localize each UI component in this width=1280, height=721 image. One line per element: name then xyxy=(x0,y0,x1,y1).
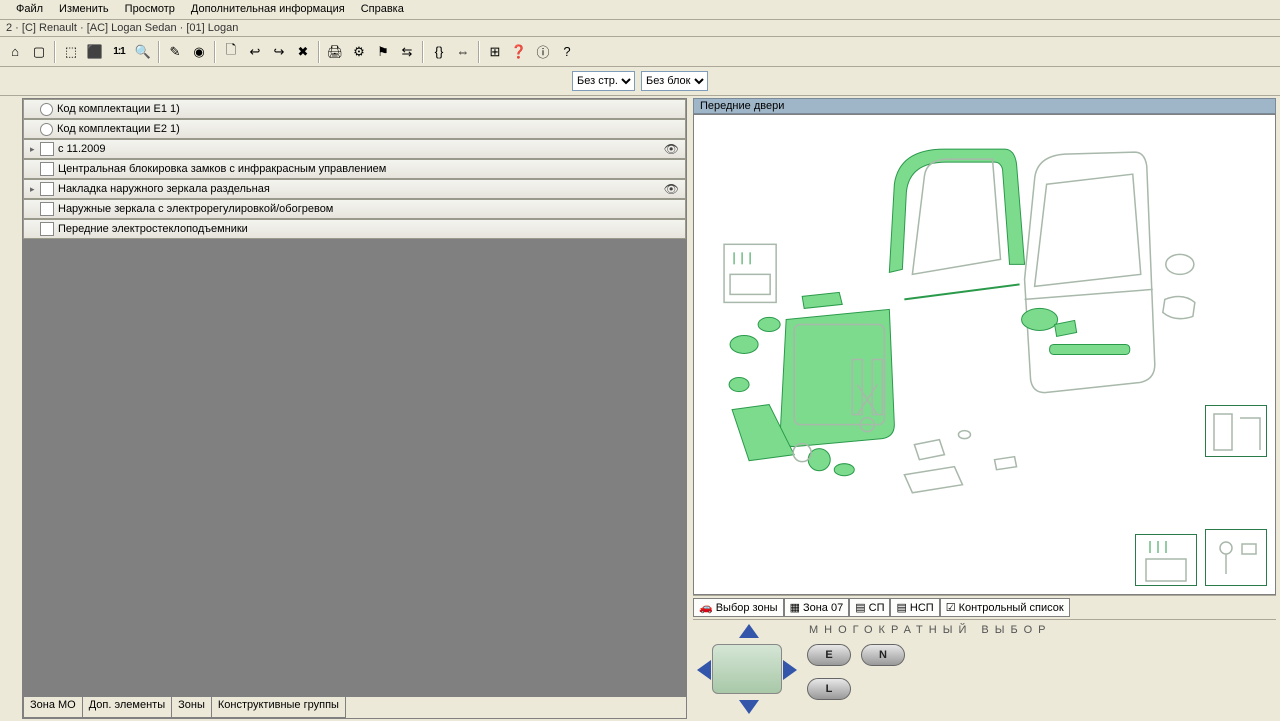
diagram-title: Передние двери xyxy=(693,98,1276,114)
menu-help[interactable]: Справка xyxy=(353,0,412,19)
toolbar-btn-11[interactable]: 🗋 xyxy=(220,41,242,63)
toolbar-btn-3[interactable]: ⬚ xyxy=(60,41,82,63)
zone-tab-label: СП xyxy=(869,602,885,614)
toolbar-btn-18[interactable]: ⚑ xyxy=(372,41,394,63)
bottom-tab-2[interactable]: Зоны xyxy=(171,697,212,718)
zone-tab-0[interactable]: 🚗Выбор зоны xyxy=(693,598,784,617)
zone-tab-icon: ▤ xyxy=(855,601,865,614)
diagram-area[interactable] xyxy=(693,114,1276,595)
tree-row-label: Центральная блокировка замков с инфракра… xyxy=(58,163,386,175)
zone-tabs: 🚗Выбор зоны▦Зона 07▤СП▤НСП☑Контрольный с… xyxy=(693,595,1276,619)
toolbar-btn-19[interactable]: ⇆ xyxy=(396,41,418,63)
tree-row-label: Накладка наружного зеркала раздельная xyxy=(58,183,270,195)
toolbar-btn-6[interactable]: 🔍 xyxy=(132,41,154,63)
tree-row-0[interactable]: Код комплектации Е1 1) xyxy=(23,99,686,119)
door-diagram-svg xyxy=(694,115,1275,594)
tree-row-1[interactable]: Код комплектации Е2 1) xyxy=(23,119,686,139)
toolbar-btn-14[interactable]: ✖ xyxy=(292,41,314,63)
toolbar-btn-9[interactable]: ◉ xyxy=(188,41,210,63)
tree-row-5[interactable]: Наружные зеркала с электрорегулировкой/о… xyxy=(23,199,686,219)
thumbnail-1[interactable] xyxy=(1205,405,1267,457)
zone-tab-label: Выбор зоны xyxy=(716,602,778,614)
breadcrumb: 2 · [C] Renault · [AC] Logan Sedan · [01… xyxy=(0,20,1280,37)
nav-left-icon[interactable] xyxy=(697,660,711,680)
toolbar-btn-0[interactable]: ⌂ xyxy=(4,41,26,63)
radio-icon[interactable] xyxy=(40,123,53,136)
nav-up-icon[interactable] xyxy=(739,624,759,638)
zone-tab-icon: ▤ xyxy=(896,601,906,614)
toolbar: ⌂▢ ⬚⬛1:1🔍 ✎◉ 🗋↩↪✖ 🖨⚙⚑⇆ {}⇔ ⊞❓ⓘ? xyxy=(0,37,1280,67)
expander-icon[interactable]: ▸ xyxy=(30,184,40,195)
toolbar-btn-25[interactable]: ❓ xyxy=(508,41,530,63)
zone-tab-4[interactable]: ☑Контрольный список xyxy=(940,598,1070,617)
left-panel: Код комплектации Е1 1) Код комплектации Е… xyxy=(22,98,687,719)
tree-row-label: Код комплектации Е2 1) xyxy=(57,123,180,135)
toolbar-btn-17[interactable]: ⚙ xyxy=(348,41,370,63)
toolbar-btn-12[interactable]: ↩ xyxy=(244,41,266,63)
toolbar-btn-8[interactable]: ✎ xyxy=(164,41,186,63)
menu-file[interactable]: Файл xyxy=(8,0,51,19)
visibility-icon[interactable]: 👁 xyxy=(664,142,679,156)
nav-down-icon[interactable] xyxy=(739,700,759,714)
tree-row-label: Передние электростеклоподъемники xyxy=(58,223,248,235)
toolbar-btn-13[interactable]: ↪ xyxy=(268,41,290,63)
tree-row-label: с 11.2009 xyxy=(58,143,106,155)
toolbar-btn-4[interactable]: ⬛ xyxy=(84,41,106,63)
zone-tab-icon: ▦ xyxy=(790,601,800,614)
toolbar-btn-27[interactable]: ? xyxy=(556,41,578,63)
bottom-tabs: Зона МОДоп. элементыЗоныКонструктивные г… xyxy=(23,696,686,718)
checkbox-icon[interactable] xyxy=(40,202,54,216)
radio-icon[interactable] xyxy=(40,103,53,116)
thumbnail-2[interactable] xyxy=(1135,534,1197,586)
multi-select-panel: МНОГОКРАТНЫЙ ВЫБОР E N L xyxy=(693,619,1276,719)
bottom-tab-3[interactable]: Конструктивные группы xyxy=(211,697,346,718)
toolbar-btn-26[interactable]: ⓘ xyxy=(532,41,554,63)
menu-edit[interactable]: Изменить xyxy=(51,0,117,19)
visibility-icon[interactable]: 👁 xyxy=(664,182,679,196)
checkbox-icon[interactable] xyxy=(40,222,54,236)
tree-row-4[interactable]: ▸ Накладка наружного зеркала раздельная 👁 xyxy=(23,179,686,199)
bottom-tab-0[interactable]: Зона МО xyxy=(23,697,83,718)
zone-tab-label: НСП xyxy=(910,602,934,614)
toolbar-btn-1[interactable]: ▢ xyxy=(28,41,50,63)
tree-row-2[interactable]: ▸ с 11.2009 👁 xyxy=(23,139,686,159)
right-panel: Передние двери xyxy=(693,98,1276,719)
toolbar-btn-16[interactable]: 🖨 xyxy=(324,41,346,63)
tree-row-label: Код комплектации Е1 1) xyxy=(57,103,180,115)
car-navigator xyxy=(697,624,797,714)
menubar: Файл Изменить Просмотр Дополнительная ин… xyxy=(0,0,1280,20)
zone-tab-label: Зона 07 xyxy=(803,602,843,614)
tree-row-3[interactable]: Центральная блокировка замков с инфракра… xyxy=(23,159,686,179)
checkbox-icon[interactable] xyxy=(40,162,54,176)
multi-select-title: МНОГОКРАТНЫЙ ВЫБОР xyxy=(803,624,1051,636)
toolbar-btn-22[interactable]: ⇔ xyxy=(452,41,474,63)
expander-icon[interactable]: ▸ xyxy=(30,144,40,155)
tree-row-label: Наружные зеркала с электрорегулировкой/о… xyxy=(58,203,333,215)
filter-bar: Без стр. Без блок xyxy=(0,67,1280,96)
option-tree: Код комплектации Е1 1) Код комплектации Е… xyxy=(23,99,686,696)
tree-row-6[interactable]: Передние электростеклоподъемники xyxy=(23,219,686,239)
zone-tab-icon: ☑ xyxy=(946,601,956,614)
thumbnail-3[interactable] xyxy=(1205,529,1267,586)
zone-tab-icon: 🚗 xyxy=(699,601,713,614)
toolbar-btn-24[interactable]: ⊞ xyxy=(484,41,506,63)
pill-e[interactable]: E xyxy=(807,644,851,666)
zone-tab-2[interactable]: ▤ СП xyxy=(849,598,890,617)
pill-n[interactable]: N xyxy=(861,644,905,666)
car-thumbnail-icon[interactable] xyxy=(712,644,782,694)
zone-tab-label: Контрольный список xyxy=(959,602,1064,614)
menu-extra[interactable]: Дополнительная информация xyxy=(183,0,353,19)
bottom-tab-1[interactable]: Доп. элементы xyxy=(82,697,172,718)
pill-l[interactable]: L xyxy=(807,678,851,700)
toolbar-btn-21[interactable]: {} xyxy=(428,41,450,63)
filter-select-2[interactable]: Без блок xyxy=(641,71,708,91)
checkbox-icon[interactable] xyxy=(40,182,54,196)
nav-right-icon[interactable] xyxy=(783,660,797,680)
zone-tab-3[interactable]: ▤ НСП xyxy=(890,598,939,617)
menu-view[interactable]: Просмотр xyxy=(117,0,183,19)
toolbar-btn-5[interactable]: 1:1 xyxy=(108,41,130,63)
filter-select-1[interactable]: Без стр. xyxy=(572,71,635,91)
zone-tab-1[interactable]: ▦Зона 07 xyxy=(784,598,850,617)
checkbox-icon[interactable] xyxy=(40,142,54,156)
